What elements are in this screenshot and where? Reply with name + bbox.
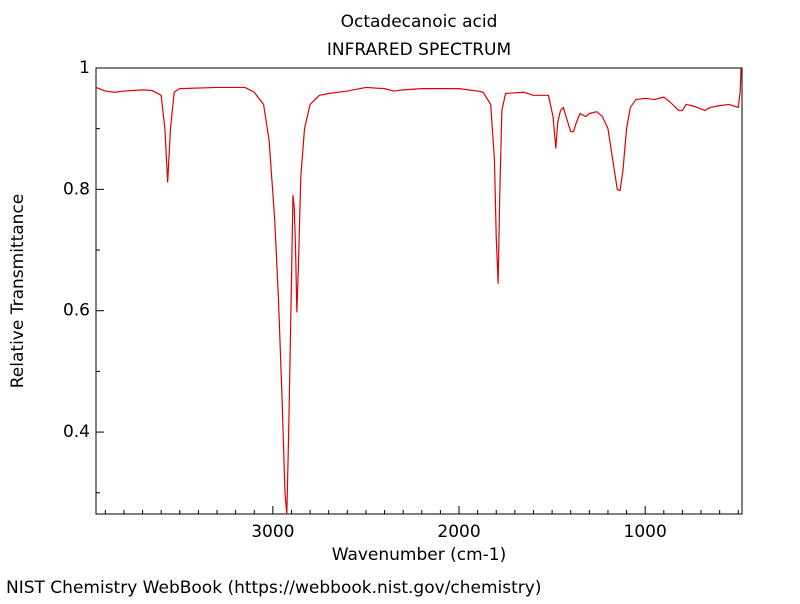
y-tick-label: 1 xyxy=(79,58,90,78)
y-tick-label: 0.4 xyxy=(63,422,90,442)
spectrum-line xyxy=(95,67,742,515)
y-tick-label: 0.8 xyxy=(63,179,90,199)
y-tick-label: 0.6 xyxy=(63,301,90,321)
chart-subtitle: INFRARED SPECTRUM xyxy=(327,40,511,60)
x-tick-label: 1000 xyxy=(624,522,667,542)
chart-title: Octadecanoic acid xyxy=(341,12,498,32)
plot-frame xyxy=(95,67,743,515)
source-note: NIST Chemistry WebBook (https://webbook.… xyxy=(6,578,541,598)
x-tick-label: 3000 xyxy=(251,522,294,542)
x-axis-label: Wavenumber (cm-1) xyxy=(332,545,507,565)
x-tick-label: 2000 xyxy=(437,522,480,542)
y-axis-label: Relative Transmittance xyxy=(8,194,28,389)
